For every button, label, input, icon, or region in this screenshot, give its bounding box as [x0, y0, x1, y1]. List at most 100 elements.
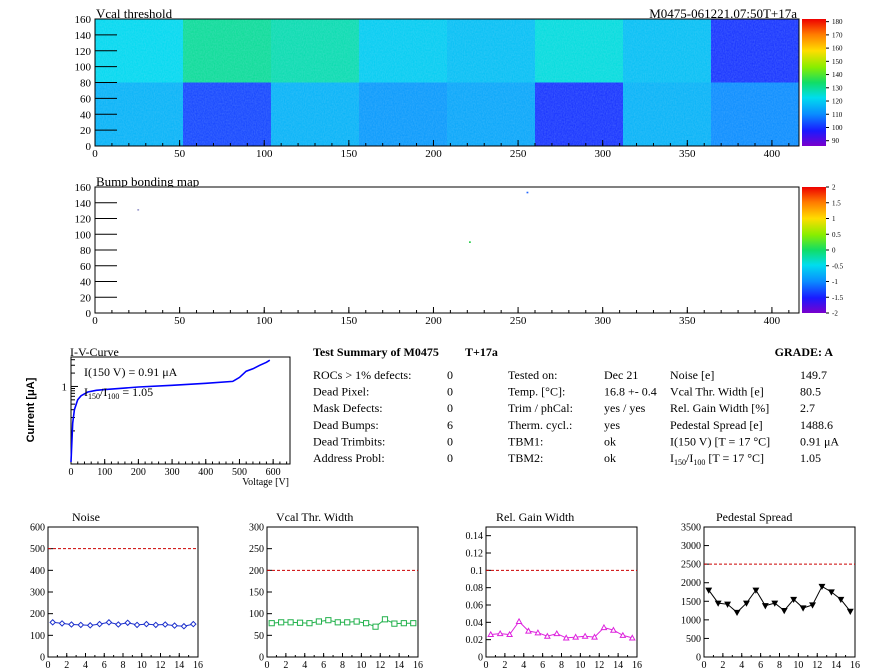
defect-value: 0	[447, 434, 453, 448]
condition-value: yes / yes	[604, 401, 646, 415]
ratio-row-label: I150/I100 [T = 17 °C]	[670, 451, 764, 467]
y-tick-label: 0.04	[466, 618, 484, 629]
data-point	[124, 619, 131, 627]
x-tick-label: 10	[793, 660, 803, 671]
x-tick-label: 350	[679, 148, 696, 160]
iv-x-tick-label: 200	[131, 467, 146, 478]
condition-label: Therm. cycl.:	[508, 418, 572, 432]
x-tick-label: 0	[484, 660, 489, 671]
iv-ylabel: Current [μA]	[25, 377, 37, 442]
vcal-map-title: Vcal threshold	[96, 6, 173, 21]
data-point	[77, 621, 85, 629]
iv-x-tick-label: 100	[97, 467, 112, 478]
x-tick-label: 8	[340, 660, 345, 671]
dead-bump-point	[137, 209, 140, 211]
x-tick-label: 14	[831, 660, 841, 671]
result-value: 1488.6	[800, 418, 833, 432]
data-point	[572, 633, 580, 640]
data-point	[143, 620, 150, 628]
y-tick-label: 100	[75, 229, 92, 241]
x-tick-label: 12	[375, 660, 385, 671]
bump-map-frame	[94, 186, 800, 314]
condition-value: yes	[604, 418, 620, 432]
x-tick-label: 10	[137, 660, 147, 671]
data-point	[296, 619, 304, 626]
data-point	[761, 603, 769, 610]
x-tick-label: 400	[764, 148, 781, 160]
scale-tick-label: 160	[832, 45, 843, 53]
data-point	[827, 589, 835, 596]
chart-4: Pedestal Spread 0 2 4 6 8 10 12 14 16 0 500 1000 1500…	[681, 510, 860, 671]
defects-list: ROCs > 1% defects: 0 Dead Pixel: 0 Mask Defe…	[313, 368, 453, 465]
y-tick-label: 140	[75, 198, 92, 210]
condition-label: TBM1:	[508, 434, 543, 448]
data-point	[705, 587, 713, 594]
x-tick-label: 0	[92, 315, 98, 327]
y-tick-label: 300	[30, 588, 45, 599]
scale-tick-label: -1.5	[832, 294, 844, 302]
result-label: Rel. Gain Width [%]	[670, 401, 769, 415]
defect-label: Dead Bumps:	[313, 418, 379, 432]
iv-i150-text: I(150 V) = 0.91 μA	[84, 365, 178, 379]
chart-title: Noise	[72, 510, 100, 524]
y-tick-label: 20	[80, 125, 92, 137]
y-tick-label: 500	[686, 634, 701, 645]
y-tick-label: 100	[75, 62, 92, 74]
results-list: Noise [e] 149.7 Vcal Thr. Width [e] 80.5 Rel…	[670, 368, 839, 448]
x-tick-label: 14	[174, 660, 184, 671]
data-point	[619, 631, 627, 638]
y-tick-label: 250	[249, 544, 264, 555]
vcal-threshold-map: Vcal threshold M0475-061221.07:50T+17a 0…	[75, 6, 844, 160]
y-tick-label: 500	[30, 544, 45, 555]
y-tick-label: 0.08	[466, 583, 484, 594]
x-tick-label: 6	[540, 660, 545, 671]
data-point	[752, 587, 760, 594]
defect-label: Dead Pixel:	[313, 385, 369, 399]
x-tick-label: 0	[46, 660, 51, 671]
iv-xlabel: Voltage [V]	[242, 477, 289, 488]
x-tick-label: 6	[758, 660, 763, 671]
x-tick-label: 2	[283, 660, 288, 671]
result-value: 149.7	[800, 368, 827, 382]
condition-value: Dec 21	[604, 368, 638, 382]
data-point	[306, 620, 313, 627]
scale-tick-label: 2	[832, 184, 836, 192]
condition-label: Tested on:	[508, 368, 557, 382]
scale-tick-label: 150	[832, 58, 843, 66]
iv-series-line	[70, 359, 271, 463]
chart-title: Pedestal Spread	[716, 510, 792, 524]
data-point	[496, 629, 504, 637]
y-tick-label: 0	[696, 653, 701, 664]
data-point	[68, 621, 75, 628]
y-tick-label: 0.02	[466, 635, 484, 646]
y-tick-label: 160	[75, 14, 92, 26]
data-point	[733, 609, 741, 617]
data-point	[325, 617, 332, 624]
y-tick-label: 0.06	[466, 601, 484, 612]
data-point	[771, 600, 779, 607]
scale-tick-label: 90	[832, 137, 840, 145]
y-tick-label: 0.1	[471, 566, 484, 577]
y-tick-label: 1500	[681, 597, 701, 608]
defect-value: 0	[447, 451, 453, 465]
bump-bonding-map: Bump bonding map 0 50 100 150 200 250 300 350 40…	[75, 174, 844, 327]
result-label: Noise [e]	[670, 368, 714, 382]
y-tick-label: 200	[30, 609, 45, 620]
x-tick-label: 16	[193, 660, 203, 671]
x-tick-label: 12	[812, 660, 822, 671]
chart-frame	[266, 526, 419, 658]
defect-value: 0	[447, 401, 453, 415]
x-tick-label: 14	[394, 660, 404, 671]
scale-tick-label: 0.5	[832, 231, 841, 239]
vcal-color-scale	[802, 19, 826, 146]
iv-x-tick-label: 0	[69, 467, 74, 478]
conditions-list: Tested on: Dec 21 Temp. [°C]: 16.8 +- 0.4 Tr…	[508, 368, 657, 465]
defect-label: ROCs > 1% defects:	[313, 368, 411, 382]
y-tick-label: 60	[80, 261, 92, 273]
y-tick-label: 400	[30, 566, 45, 577]
dead-bump-point	[469, 241, 471, 243]
x-tick-label: 350	[679, 315, 696, 327]
x-tick-label: 4	[83, 660, 88, 671]
condition-value: ok	[604, 434, 616, 448]
y-tick-label: 600	[30, 523, 45, 534]
